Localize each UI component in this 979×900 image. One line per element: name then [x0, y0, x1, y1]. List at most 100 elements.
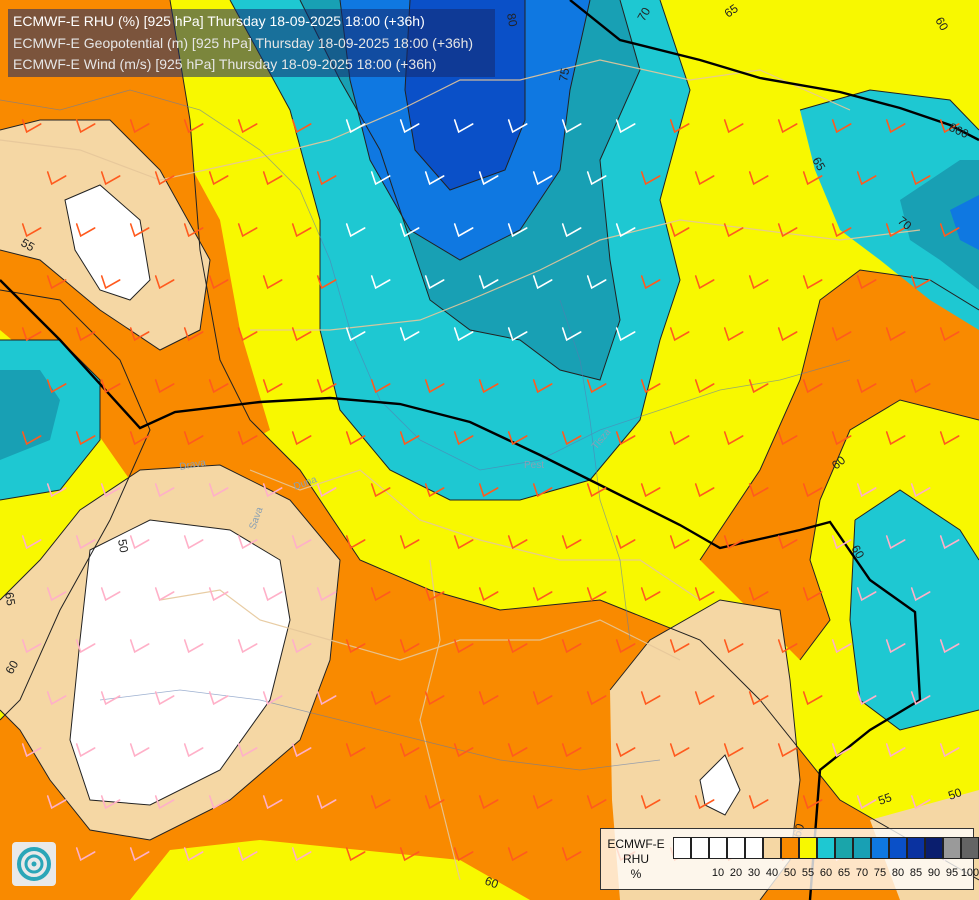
wind-barb — [885, 639, 906, 654]
wind-barb — [262, 587, 283, 602]
wind-barb — [100, 379, 121, 394]
legend-swatch — [673, 837, 691, 859]
wind-barb — [910, 171, 931, 186]
legend-swatch — [907, 837, 925, 859]
legend-tick: 70 — [855, 867, 869, 879]
wind-barb — [154, 171, 175, 186]
wind-barb — [856, 379, 877, 394]
contour-label: 70 — [634, 5, 653, 24]
wind-barb — [669, 327, 690, 342]
wind-barb — [640, 483, 661, 498]
wind-barb — [694, 483, 715, 498]
wind-barb — [669, 743, 690, 758]
wind-barb — [291, 847, 312, 862]
wind-barb — [291, 743, 312, 758]
contour-label: 65 — [809, 155, 828, 174]
legend-swatch — [817, 837, 835, 859]
wind-barb — [237, 119, 258, 134]
wind-barb — [75, 119, 96, 134]
wind-barb — [910, 483, 931, 498]
rhu-zone-cyan-se — [850, 490, 979, 730]
legend-variable: RHU — [623, 852, 649, 866]
wind-barbs — [21, 119, 960, 862]
wind-barb — [291, 223, 312, 238]
wind-barb — [777, 535, 798, 550]
wind-barb — [129, 431, 150, 446]
legend-tick: 65 — [837, 867, 851, 879]
wind-barb — [777, 327, 798, 342]
wind-barb — [345, 223, 366, 238]
wind-barb — [316, 483, 337, 498]
wind-barb — [694, 691, 715, 706]
wind-barb — [615, 535, 636, 550]
wind-barb — [399, 639, 420, 654]
wind-barb — [831, 639, 852, 654]
wind-barb — [586, 587, 607, 602]
contour-label: 60 — [483, 874, 501, 892]
wind-barb — [910, 379, 931, 394]
wind-barb — [154, 379, 175, 394]
wind-barb — [154, 691, 175, 706]
wind-barb — [237, 327, 258, 342]
wind-barb — [856, 275, 877, 290]
wind-barb — [532, 587, 553, 602]
wind-barb — [237, 431, 258, 446]
wind-barb — [75, 431, 96, 446]
wind-barb — [21, 535, 42, 550]
wind-barb — [316, 587, 337, 602]
wind-barb — [208, 275, 229, 290]
wind-barb — [831, 327, 852, 342]
wind-barb — [561, 535, 582, 550]
wind-barb — [856, 171, 877, 186]
wind-barb — [183, 327, 204, 342]
wind-barb — [370, 795, 391, 810]
wind-barb — [237, 535, 258, 550]
wind-barb — [640, 691, 661, 706]
wind-barb — [694, 587, 715, 602]
wind-barb — [424, 483, 445, 498]
wind-barb — [75, 535, 96, 550]
wind-barb — [478, 275, 499, 290]
contour-label: 60 — [2, 658, 21, 677]
wind-barb — [669, 119, 690, 134]
wind-barb — [532, 171, 553, 186]
wind-barb — [453, 327, 474, 342]
wind-barb — [21, 119, 42, 134]
wind-barb — [291, 639, 312, 654]
wind-barb — [640, 275, 661, 290]
contour-label: 50 — [946, 785, 964, 803]
wind-barb — [262, 275, 283, 290]
wind-barb — [262, 691, 283, 706]
legend-swatch — [889, 837, 907, 859]
wind-barb — [75, 743, 96, 758]
legend-swatch — [691, 837, 709, 859]
wind-barb — [640, 795, 661, 810]
wind-barb — [424, 691, 445, 706]
wind-barb — [802, 691, 823, 706]
wind-barb — [237, 639, 258, 654]
wind-barb — [478, 483, 499, 498]
contour-label: 55 — [876, 790, 894, 808]
wind-barb — [129, 639, 150, 654]
wind-barb — [532, 691, 553, 706]
wind-barb — [208, 795, 229, 810]
wind-barb — [586, 379, 607, 394]
rhu-legend: ECMWF-E RHU % 10 20 30 40 50 55 60 65 70 75 80 85 90… — [600, 828, 979, 890]
wind-barb — [129, 847, 150, 862]
contour-label: 60 — [848, 543, 867, 562]
wind-barb — [532, 275, 553, 290]
title-rhu: ECMWF-E RHU (%) [925 hPa] Thursday 18-09… — [13, 13, 425, 29]
wind-barb — [748, 587, 769, 602]
wind-barb — [939, 743, 960, 758]
contour-label: 80 — [504, 12, 520, 28]
wind-barb — [129, 535, 150, 550]
legend-tick: 50 — [783, 867, 797, 879]
contour-label: 75 — [556, 67, 572, 83]
wind-barb — [723, 743, 744, 758]
wind-barb — [100, 587, 121, 602]
wind-barb — [154, 795, 175, 810]
contour-label: 55 — [19, 235, 38, 254]
wind-barb — [723, 327, 744, 342]
wind-barb — [478, 171, 499, 186]
